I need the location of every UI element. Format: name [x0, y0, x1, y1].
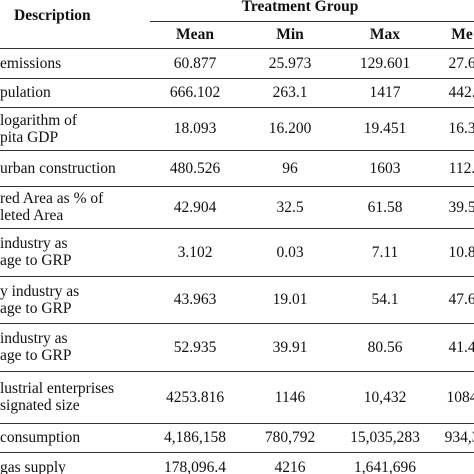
cell: 10,432 [363, 388, 407, 406]
cell: 19.451 [363, 120, 407, 137]
cell: 16.200 [268, 120, 312, 137]
cell: 52.935 [173, 338, 217, 356]
row-label: logarithm of [0, 111, 78, 129]
row-label: industry as [0, 235, 68, 252]
rule-line [0, 78, 474, 79]
cell: 61.58 [367, 198, 403, 216]
cell: 54.1 [371, 291, 399, 308]
row-label: consumption [0, 429, 81, 446]
cell: 32.5 [276, 198, 304, 216]
rule-line [0, 323, 474, 324]
cell: 4216 [274, 458, 306, 474]
cell: 1084 [446, 388, 474, 406]
row-label: lustrial enterprises [0, 380, 115, 397]
cell: 15,035,283 [350, 429, 420, 446]
cell: 129.601 [359, 54, 411, 72]
row-label: y industry as [0, 282, 80, 300]
row-label: signated size [0, 397, 80, 414]
row-label: age to GRP [0, 347, 72, 364]
cell: 934,3 [444, 429, 474, 446]
cell: 18.093 [173, 120, 217, 137]
column-header: Max [369, 26, 401, 43]
cell: 41.4 [448, 338, 474, 356]
cell: 27.6 [448, 54, 474, 72]
cell: 96 [282, 159, 298, 177]
rule-line [0, 276, 474, 277]
cell: 80.56 [367, 338, 403, 356]
cell: 4,186,158 [164, 429, 226, 446]
row-label: industry as [0, 330, 68, 347]
description-header: Description [14, 7, 91, 24]
row-label: leted Area [0, 207, 64, 224]
cell: 39.91 [272, 338, 308, 356]
rule-line [0, 423, 474, 424]
cell: 1146 [274, 388, 306, 406]
rule-line [0, 452, 474, 453]
rule-line [0, 228, 474, 229]
row-label: red Area as % of [0, 190, 104, 207]
cell: 43.963 [173, 291, 217, 308]
rule-line [0, 150, 474, 151]
cell: 112. [448, 159, 474, 177]
column-header: Mean [176, 26, 214, 43]
cell: 1603 [369, 159, 401, 177]
cell: 3.102 [177, 243, 213, 261]
group-header: Treatment Group [241, 0, 359, 15]
row-label: age to GRP [0, 252, 72, 269]
cell: 60.877 [173, 54, 217, 72]
cell: 0.03 [276, 243, 304, 261]
rule-line [0, 371, 474, 372]
row-label: age to GRP [0, 299, 72, 317]
row-label: pulation [0, 84, 51, 101]
row-label: gas supply [0, 458, 66, 474]
cell: 1,641,696 [354, 458, 416, 474]
rule-line [0, 107, 474, 108]
rule-line [150, 21, 474, 22]
cell: 25.973 [268, 54, 312, 72]
row-label: emissions [0, 54, 62, 72]
rule-line [0, 186, 474, 187]
column-header: Me [451, 26, 473, 43]
column-header: Min [276, 26, 304, 43]
cell: 442. [448, 84, 474, 101]
cell: 10.8 [448, 243, 474, 261]
cell: 19.01 [272, 291, 308, 308]
cell: 263.1 [272, 84, 308, 101]
cell: 4253.816 [165, 388, 225, 406]
row-label: urban construction [0, 159, 116, 177]
cell: 16.3 [448, 120, 474, 137]
cell: 39.5 [448, 198, 474, 216]
cell: 1417 [369, 84, 401, 101]
cell: 178,096.4 [164, 458, 226, 474]
row-label: pita GDP [0, 128, 59, 146]
cell: 47.6 [448, 291, 474, 308]
cell: 780,792 [264, 429, 316, 446]
cell: 42.904 [173, 198, 217, 216]
cell: 7.11 [371, 243, 399, 261]
cell: 480.526 [169, 159, 221, 177]
cell: 666.102 [169, 84, 221, 101]
rule-line [0, 48, 474, 49]
